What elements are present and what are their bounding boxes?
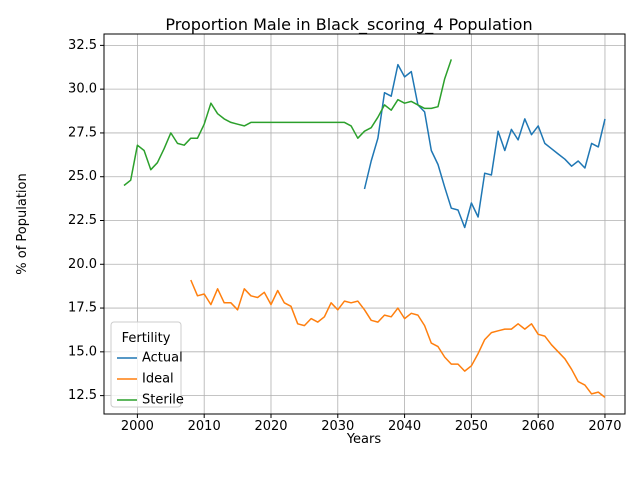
x-tick-label: 2030: [321, 419, 354, 434]
x-tick-label: 2000: [121, 419, 154, 434]
y-tick-label: 32.5: [68, 38, 97, 53]
series-line-actual: [363, 63, 606, 229]
x-tick-label: 2060: [522, 419, 555, 434]
series-lines: [123, 59, 606, 398]
x-tick-label: 2040: [388, 419, 421, 434]
x-tick-label: 2050: [455, 419, 488, 434]
grid: [104, 34, 625, 414]
legend-label-actual: Actual: [142, 351, 183, 366]
x-axis-ticks: 2000 2010 2020 2030 2040 2050 2060 2070: [121, 414, 622, 434]
y-tick-label: 27.5: [68, 125, 97, 140]
legend: Fertility Actual Ideal Sterile: [110, 321, 184, 408]
y-tick-label: 12.5: [68, 388, 97, 403]
y-tick-label: 15.0: [68, 344, 97, 359]
y-axis-ticks: 12.5 15.0 17.5 20.0 22.5 25.0 27.5 30.0 32.5: [68, 38, 104, 403]
series-line-sterile: [123, 59, 453, 187]
legend-label-ideal: Ideal: [142, 372, 174, 387]
x-tick-label: 2020: [254, 419, 287, 434]
x-axis-label: Years: [346, 432, 382, 447]
y-tick-label: 22.5: [68, 213, 97, 228]
legend-box: [110, 321, 182, 408]
plot-frame: [103, 33, 626, 415]
y-tick-label: 30.0: [68, 82, 97, 97]
legend-title: Fertility: [122, 331, 171, 346]
y-tick-label: 20.0: [68, 257, 97, 272]
series-line-ideal: [190, 279, 606, 398]
y-tick-label: 17.5: [68, 301, 97, 316]
x-tick-label: 2010: [188, 419, 221, 434]
chart-title: Proportion Male in Black_scoring_4 Popul…: [165, 15, 532, 35]
legend-label-sterile: Sterile: [142, 393, 184, 408]
y-tick-label: 25.0: [68, 169, 97, 184]
x-tick-label: 2070: [588, 419, 621, 434]
y-axis-label: % of Population: [15, 173, 30, 274]
legend-entries: Actual Ideal Sterile: [117, 351, 184, 408]
